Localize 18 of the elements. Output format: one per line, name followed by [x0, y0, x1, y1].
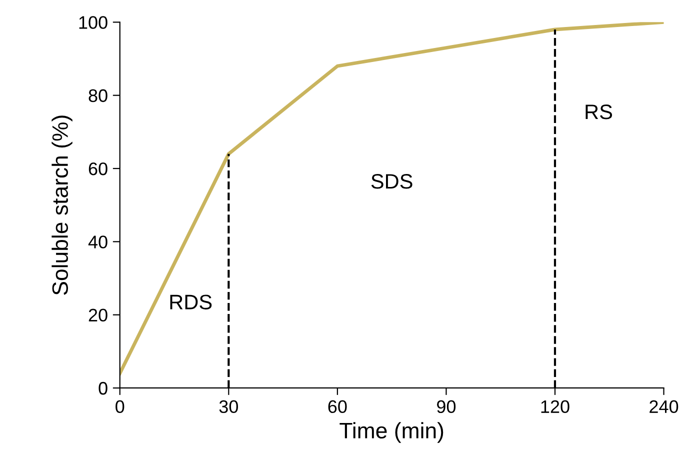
y-tick-label: 20: [88, 308, 108, 322]
y-tick-label: 0: [98, 382, 108, 395]
y-tick-label: 80: [88, 89, 108, 102]
y-tick-label: 60: [88, 162, 108, 176]
x-tick-label: 90: [437, 400, 456, 414]
y-tick-label: 100: [79, 16, 108, 29]
x-tick-label: 30: [219, 400, 238, 414]
line-series: [120, 22, 664, 376]
x-tick-label: 0: [116, 400, 124, 414]
annotation: RDS: [170, 294, 212, 310]
x-tick-label: 60: [328, 400, 347, 414]
y-tick-label: 40: [88, 236, 108, 248]
x-axis-title: Time (min): [340, 422, 444, 443]
annotation: RS: [586, 104, 612, 120]
y-axis-title: Soluble starch (%): [52, 116, 72, 295]
x-tick-label: 120: [541, 400, 570, 414]
annotation: SDS: [371, 174, 412, 189]
x-tick-label: 240: [650, 400, 678, 414]
